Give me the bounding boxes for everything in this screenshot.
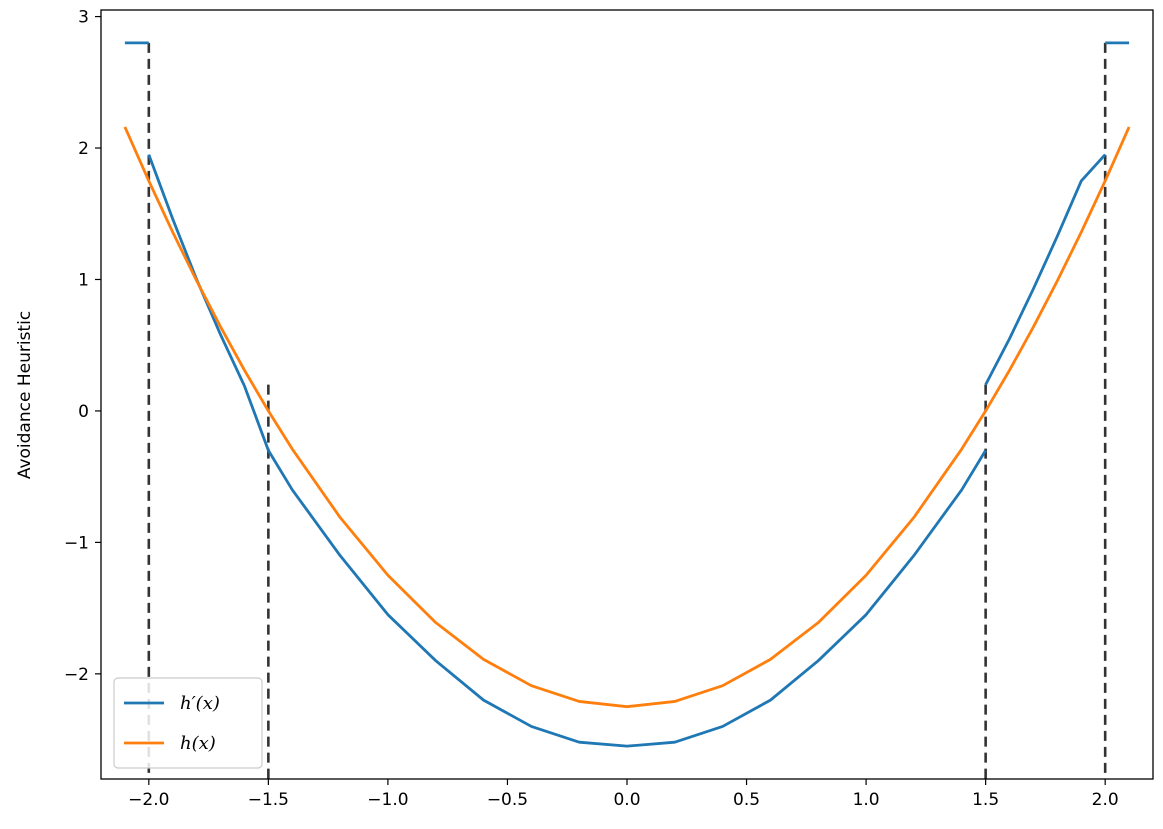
legend-label: h′(x) bbox=[180, 693, 220, 714]
legend-label: h(x) bbox=[180, 733, 216, 754]
y-tick-label: −2 bbox=[64, 665, 89, 685]
y-tick-label: 1 bbox=[78, 270, 89, 290]
x-tick-label: −1.5 bbox=[248, 790, 289, 810]
series-h bbox=[123, 126, 1131, 709]
y-tick-label: 0 bbox=[78, 402, 89, 422]
y-tick-label: 2 bbox=[78, 139, 89, 159]
series-lines bbox=[123, 41, 1131, 748]
series-h-prime bbox=[124, 41, 1130, 748]
x-tick-label: 2.0 bbox=[1092, 790, 1119, 810]
legend-box bbox=[113, 677, 263, 769]
series-line-segment bbox=[147, 154, 270, 451]
x-tick-label: −1.0 bbox=[367, 790, 408, 810]
x-tick-label: −2.0 bbox=[128, 790, 169, 810]
x-tick-label: 0.5 bbox=[733, 790, 760, 810]
series-line-segment bbox=[123, 126, 1131, 709]
y-tick-label: −1 bbox=[64, 533, 89, 553]
y-axis: −2 −1 0 1 2 3 bbox=[64, 8, 101, 685]
x-tick-label: 1.0 bbox=[853, 790, 880, 810]
x-axis: −2.0 −1.5 −1.0 −0.5 0.0 0.5 1.0 1.5 2.0 bbox=[128, 779, 1119, 810]
series-line-segment bbox=[267, 449, 987, 748]
x-tick-label: 0.0 bbox=[613, 790, 640, 810]
legend: h′(x) h(x) bbox=[113, 677, 263, 769]
series-line-segment bbox=[984, 153, 1107, 386]
y-tick-label: 3 bbox=[78, 8, 89, 28]
y-axis-label: Avoidance Heuristic bbox=[15, 311, 35, 479]
x-tick-label: −0.5 bbox=[487, 790, 528, 810]
vertical-dashed-lines bbox=[147, 42, 1107, 779]
x-tick-label: 1.5 bbox=[972, 790, 999, 810]
